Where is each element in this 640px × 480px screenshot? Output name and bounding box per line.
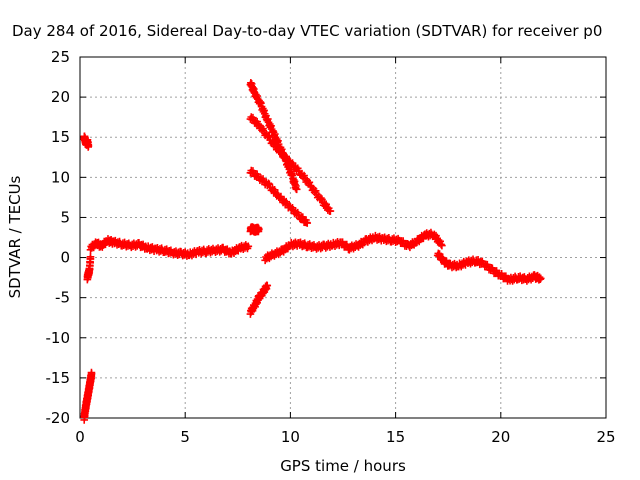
- data-point: [305, 178, 314, 187]
- data-point: [437, 240, 445, 249]
- data-point: [282, 197, 290, 206]
- data-point: [322, 200, 330, 209]
- data-point: [270, 139, 279, 148]
- data-point: [264, 179, 273, 188]
- data-point: [318, 195, 326, 204]
- grid-lines: [80, 57, 606, 418]
- data-point: [277, 192, 285, 201]
- series-early-low: [80, 368, 96, 424]
- y-tick-label: -10: [46, 329, 71, 347]
- x-axis-label: GPS time / hours: [280, 457, 406, 475]
- x-tick-label: 10: [281, 428, 300, 446]
- y-tick-label: 5: [60, 208, 70, 226]
- y-tick-label: 0: [60, 249, 70, 267]
- y-tick-label: 10: [51, 168, 70, 186]
- y-tick-label: 25: [51, 48, 70, 66]
- data-point: [311, 187, 320, 195]
- data-point: [270, 186, 279, 194]
- x-tick-label: 15: [386, 428, 405, 446]
- series-early-high: [80, 132, 93, 151]
- y-tick-label: -15: [46, 369, 71, 387]
- data-point: [259, 175, 267, 183]
- series-neg-arc: [246, 281, 272, 318]
- data-point: [84, 142, 93, 150]
- data-point: [292, 185, 301, 194]
- y-axis-tick-labels: 25 20 15 10 5 0 -5 -10 -15 -20: [46, 48, 71, 427]
- y-tick-label: -20: [46, 409, 71, 427]
- data-point: [438, 241, 446, 250]
- data-point: [288, 159, 297, 167]
- data-point: [293, 164, 302, 173]
- plot-frame: [79, 56, 607, 419]
- data-point: [265, 133, 274, 141]
- data-point: [432, 231, 440, 240]
- data-point: [259, 124, 267, 133]
- data-point: [436, 237, 445, 246]
- x-tick-label: 25: [596, 428, 615, 446]
- y-tick-label: -5: [55, 289, 70, 307]
- series-diag-upper: [246, 113, 335, 215]
- data-point: [87, 370, 96, 378]
- data-point: [244, 242, 253, 251]
- data-point: [326, 207, 335, 215]
- data-point: [536, 274, 545, 283]
- y-tick-label: 20: [51, 88, 70, 106]
- data-point: [303, 219, 312, 227]
- x-tick-label: 5: [180, 428, 190, 446]
- x-axis-tick-labels: 0 5 10 15 20 25: [75, 428, 615, 446]
- y-axis-label: SDTVAR / TECUs: [6, 175, 24, 298]
- data-point: [263, 281, 272, 290]
- data-point: [288, 204, 297, 212]
- series-early-mid: [83, 252, 95, 284]
- data-point: [255, 225, 263, 234]
- series-main-1: [86, 235, 253, 260]
- data-point: [293, 208, 302, 217]
- data-point: [300, 171, 308, 180]
- data-point: [282, 152, 290, 161]
- x-tick-label: 0: [75, 428, 85, 446]
- data-point: [265, 180, 274, 189]
- data-points: [80, 78, 545, 424]
- series-diag-lower: [246, 166, 312, 227]
- data-point: [277, 147, 285, 155]
- x-tick-label: 20: [491, 428, 510, 446]
- chart-title: Day 284 of 2016, Sidereal Day-to-day VTE…: [12, 22, 602, 40]
- series-gap-pts: [246, 223, 263, 236]
- axis-ticks: [79, 56, 607, 419]
- series-main-2: [261, 228, 446, 265]
- data-point: [86, 252, 95, 261]
- series-main-3: [433, 249, 545, 285]
- y-tick-label: 15: [51, 128, 70, 146]
